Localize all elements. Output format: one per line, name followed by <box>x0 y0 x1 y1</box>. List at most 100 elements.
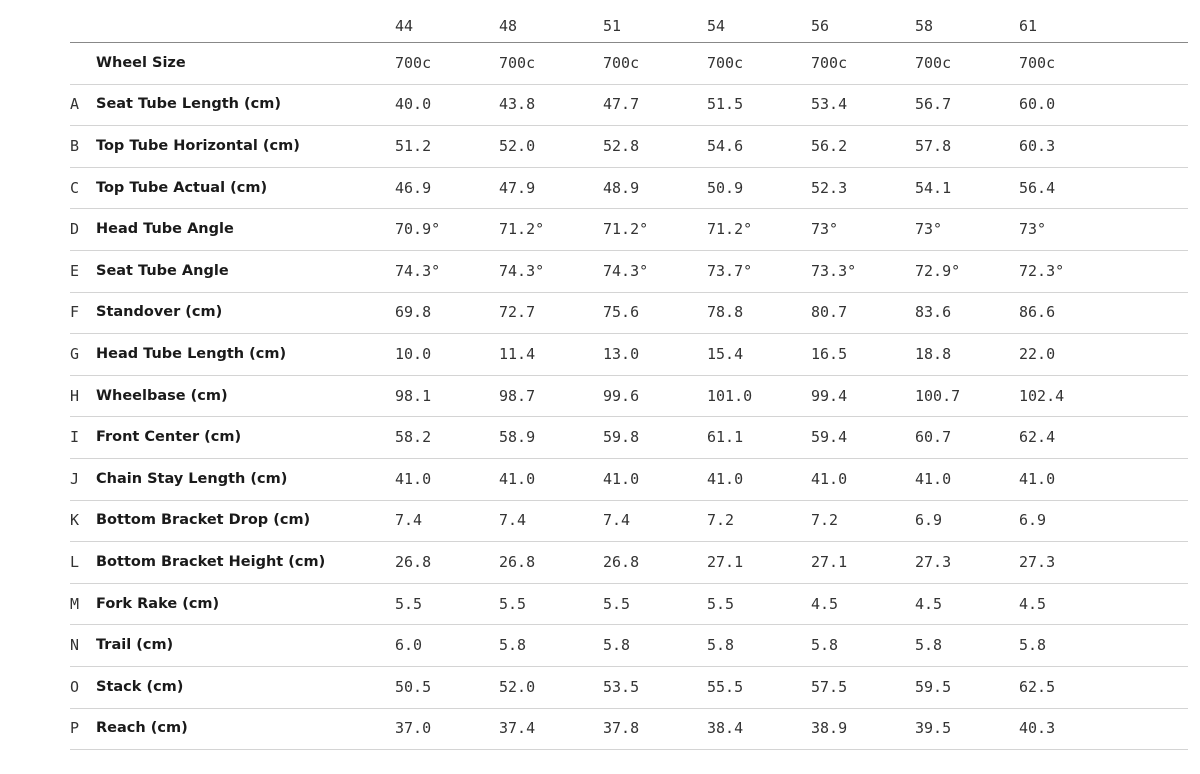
value-cell: 41.0 <box>811 469 848 488</box>
value-cell: 40.3 <box>1019 719 1056 738</box>
row-letter: L <box>70 553 80 571</box>
value-cell: 4.5 <box>1019 594 1047 613</box>
value-cell: 38.4 <box>707 719 744 738</box>
value-cell: 54.6 <box>707 137 744 155</box>
size-header: 61 <box>1019 17 1038 35</box>
value-cell: 54.1 <box>915 178 952 197</box>
row-letter: H <box>70 386 80 405</box>
row-label: Head Tube Angle <box>96 221 234 238</box>
value-cell: 101.0 <box>707 386 753 405</box>
value-cell: 5.8 <box>915 636 943 655</box>
value-cell: 60.0 <box>1019 95 1056 114</box>
value-cell: 16.5 <box>811 345 848 363</box>
row-letter: J <box>70 469 80 488</box>
size-header: 44 <box>395 17 414 35</box>
row-rule <box>70 500 1188 501</box>
row-label: Seat Tube Angle <box>96 262 229 279</box>
value-cell: 71.2° <box>499 220 545 239</box>
value-cell: 37.4 <box>499 719 536 738</box>
value-cell: 57.8 <box>915 137 952 155</box>
value-cell: 37.8 <box>603 719 640 738</box>
value-cell: 700c <box>707 53 744 72</box>
value-cell: 700c <box>915 53 952 72</box>
value-cell: 11.4 <box>499 345 536 363</box>
row-letter: F <box>70 303 80 322</box>
size-header: 56 <box>811 17 830 35</box>
value-cell: 52.8 <box>603 137 640 155</box>
row-rule <box>70 458 1188 459</box>
value-cell: 99.4 <box>811 386 848 405</box>
value-cell: 55.5 <box>707 677 744 696</box>
value-cell: 4.5 <box>811 594 839 613</box>
value-cell: 6.9 <box>915 511 943 530</box>
value-cell: 7.2 <box>811 511 839 530</box>
value-cell: 38.9 <box>811 719 848 738</box>
value-cell: 41.0 <box>1019 469 1056 488</box>
row-letter: M <box>70 594 80 613</box>
value-cell: 58.9 <box>499 428 536 447</box>
value-cell: 41.0 <box>395 469 432 488</box>
value-cell: 72.7 <box>499 303 536 322</box>
value-cell: 59.4 <box>811 428 848 447</box>
row-letter: G <box>70 345 80 363</box>
value-cell: 75.6 <box>603 303 640 322</box>
value-cell: 73° <box>1019 220 1047 239</box>
row-letter: D <box>70 220 80 239</box>
value-cell: 5.5 <box>395 594 423 613</box>
row-rule <box>70 624 1188 625</box>
row-letter: K <box>70 511 80 530</box>
value-cell: 86.6 <box>1019 303 1056 322</box>
row-label: Top Tube Actual (cm) <box>96 179 268 196</box>
value-cell: 27.1 <box>707 553 744 571</box>
value-cell: 102.4 <box>1019 386 1065 405</box>
value-cell: 71.2° <box>603 220 649 239</box>
value-cell: 60.3 <box>1019 137 1056 155</box>
value-cell: 46.9 <box>395 178 432 197</box>
value-cell: 26.8 <box>499 553 536 571</box>
value-cell: 52.3 <box>811 178 848 197</box>
value-cell: 83.6 <box>915 303 952 322</box>
value-cell: 27.3 <box>1019 553 1056 571</box>
value-cell: 41.0 <box>499 469 536 488</box>
row-label: Wheel Size <box>96 54 186 71</box>
value-cell: 73° <box>915 220 943 239</box>
value-cell: 100.7 <box>915 386 961 405</box>
value-cell: 56.4 <box>1019 178 1056 197</box>
value-cell: 71.2° <box>707 220 753 239</box>
value-cell: 700c <box>499 53 536 72</box>
row-label: Reach (cm) <box>96 720 188 737</box>
row-letter: O <box>70 677 80 696</box>
value-cell: 5.8 <box>1019 636 1047 655</box>
value-cell: 10.0 <box>395 345 432 363</box>
row-label: Front Center (cm) <box>96 429 242 446</box>
value-cell: 74.3° <box>603 261 649 280</box>
row-label: Chain Stay Length (cm) <box>96 470 288 487</box>
row-label: Trail (cm) <box>96 637 174 654</box>
row-label: Bottom Bracket Drop (cm) <box>96 512 311 529</box>
row-rule <box>70 375 1188 376</box>
value-cell: 60.7 <box>915 428 952 447</box>
value-cell: 50.5 <box>395 677 432 696</box>
row-label: Seat Tube Length (cm) <box>96 96 281 113</box>
value-cell: 73.7° <box>707 261 753 280</box>
value-cell: 26.8 <box>395 553 432 571</box>
value-cell: 80.7 <box>811 303 848 322</box>
value-cell: 5.8 <box>499 636 527 655</box>
value-cell: 61.1 <box>707 428 744 447</box>
value-cell: 39.5 <box>915 719 952 738</box>
row-letter: N <box>70 636 80 655</box>
row-rule <box>70 541 1188 542</box>
value-cell: 6.9 <box>1019 511 1047 530</box>
value-cell: 52.0 <box>499 137 536 155</box>
header-rule <box>70 42 1188 43</box>
value-cell: 73.3° <box>811 261 857 280</box>
row-rule <box>70 583 1188 584</box>
value-cell: 53.5 <box>603 677 640 696</box>
value-cell: 41.0 <box>915 469 952 488</box>
value-cell: 6.0 <box>395 636 423 655</box>
value-cell: 59.8 <box>603 428 640 447</box>
value-cell: 18.8 <box>915 345 952 363</box>
value-cell: 51.2 <box>395 137 432 155</box>
size-header: 51 <box>603 17 622 35</box>
